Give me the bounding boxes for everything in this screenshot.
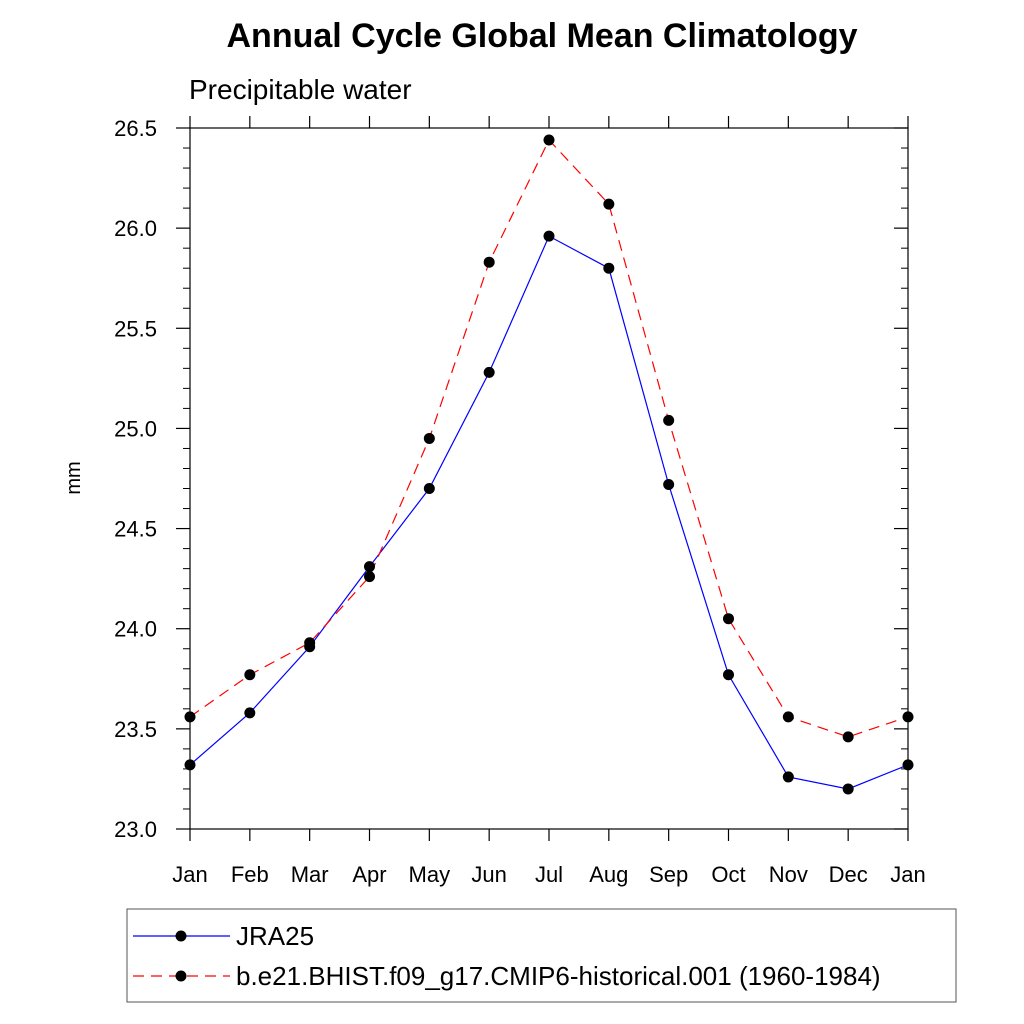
x-tick-label: Sep [649,862,688,887]
x-tick-label: Feb [231,862,269,887]
series-1-point [543,230,555,242]
series-2-point [603,198,615,210]
x-tick-label: May [409,862,451,887]
y-tick-label: 24.0 [114,617,157,642]
series-1-point [782,771,794,783]
legend-marker-2 [175,970,187,982]
series-1-point [842,783,854,795]
series-1-point [723,669,734,681]
series-1-point [364,561,375,573]
series-1-point [603,262,615,274]
y-tick-label: 23.5 [114,717,157,742]
series-2-point [782,711,794,723]
chart-subtitle: Precipitable water [189,74,412,105]
y-tick-label: 25.0 [114,416,157,441]
series-2-point [423,432,435,444]
series-2-point [543,134,555,146]
x-tick-label: Jan [172,862,207,887]
x-tick-label: Jan [890,862,925,887]
axis-ticks [176,116,909,841]
series-1-point [663,479,675,491]
series-line-2 [189,138,909,738]
x-tick-label: Aug [589,862,628,887]
x-tick-label: Jun [471,862,506,887]
series-2-point [184,711,196,723]
x-tick-label: Mar [291,862,329,887]
x-tick-label: Oct [711,862,745,887]
series-1-point [423,483,435,495]
legend-box [126,908,957,1003]
legend-marker-1 [175,930,187,942]
x-tick-label: Dec [829,862,868,887]
y-axis-label: mm [63,461,85,494]
series-layer [184,134,914,795]
legend-label-2: b.e21.BHIST.f09_g17.CMIP6-historical.001… [236,961,881,991]
series-2-point [663,414,675,426]
series-2-point [364,571,375,583]
y-tick-label: 26.0 [114,216,157,241]
series-2-point [723,613,734,625]
series-2-point [902,711,914,723]
y-tick-label: 23.0 [114,817,157,842]
series-1-point [184,759,196,771]
series-2-point [842,731,854,743]
series-1-point [902,759,914,771]
series-1-point [483,366,495,378]
chart-title: Annual Cycle Global Mean Climatology [227,17,858,55]
series-2-point [483,256,495,268]
x-tick-label: Nov [769,862,808,887]
legend: JRA25 b.e21.BHIST.f09_g17.CMIP6-historica… [126,908,957,1003]
series-2-point [244,669,256,681]
x-tick-label: Jul [535,862,563,887]
axis-tick-labels: Jan Feb Mar Apr May Jun Jul Aug Sep Oct Nov Dec Jan 2… [114,116,926,887]
series-2-point [304,637,316,649]
legend-label-1: JRA25 [236,921,314,951]
y-tick-label: 24.5 [114,517,157,542]
series-line-1 [189,235,909,790]
series-1-point [244,707,256,719]
y-tick-label: 26.5 [114,116,157,141]
y-tick-label: 25.5 [114,316,157,341]
x-tick-label: Apr [352,862,386,887]
